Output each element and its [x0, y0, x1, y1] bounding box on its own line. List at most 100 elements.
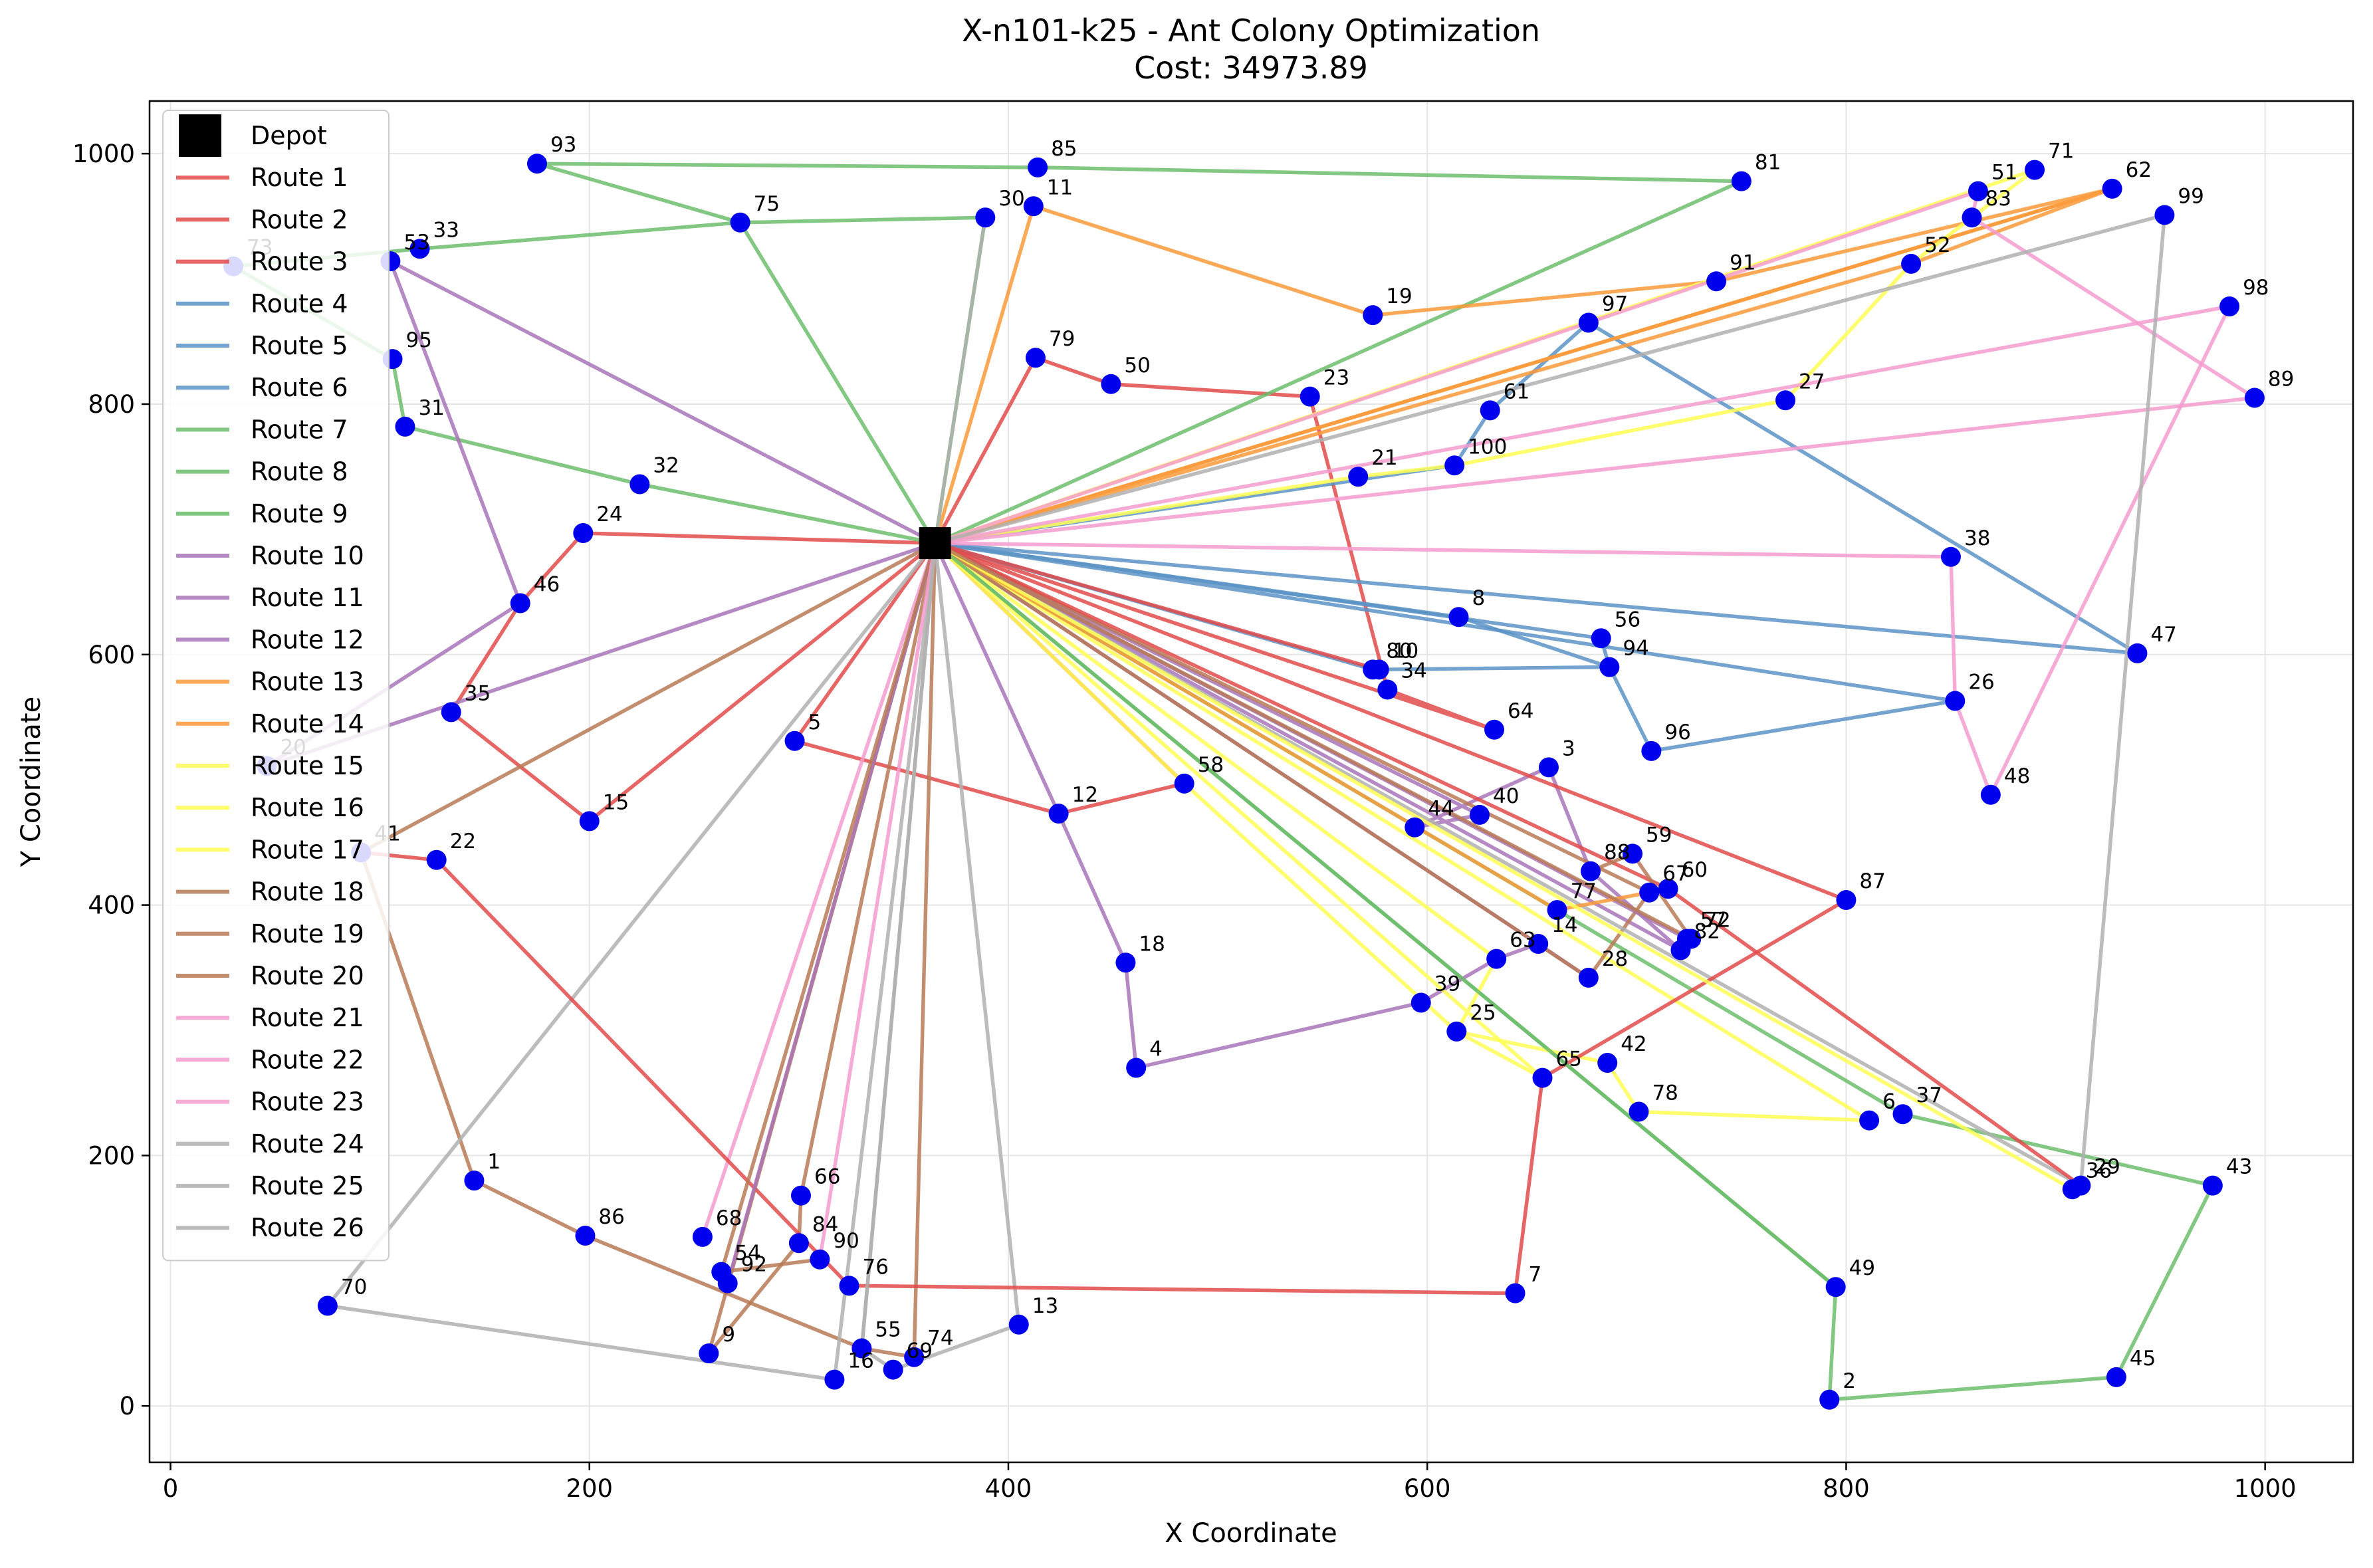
customer-node-80 — [1363, 659, 1383, 680]
customer-node-label: 97 — [1602, 292, 1628, 316]
customer-node-14 — [1528, 933, 1549, 954]
customer-node-label: 38 — [1964, 526, 1990, 550]
customer-node-label: 32 — [653, 454, 679, 478]
customer-node-92 — [717, 1273, 738, 1293]
customer-node-21 — [1348, 467, 1369, 487]
customer-node-label: 36 — [2086, 1159, 2112, 1182]
customer-node-46 — [510, 593, 530, 614]
customer-node-67 — [1639, 882, 1660, 903]
customer-node-label: 87 — [1859, 869, 1885, 893]
customer-node-label: 37 — [1916, 1083, 1942, 1107]
customer-node-12 — [1048, 804, 1069, 824]
route-line-5 — [933, 541, 1958, 753]
customer-node-24 — [573, 523, 594, 544]
customer-node-label: 63 — [1510, 929, 1535, 952]
customer-node-label: 60 — [1682, 858, 1708, 882]
y-tick-label: 0 — [119, 1392, 135, 1420]
customer-node-61 — [1480, 400, 1500, 421]
customer-node-76 — [839, 1276, 859, 1296]
y-tick-label: 600 — [88, 641, 135, 669]
legend-label-route-13: Route 13 — [251, 667, 364, 697]
axis-ticks: 0 200 400 600 800 1000 0 200 400 600 800 1000 — [72, 140, 2297, 1503]
customer-node-98 — [2219, 296, 2240, 316]
customer-node-label: 6 — [1882, 1090, 1896, 1114]
customer-node-label: 92 — [741, 1253, 767, 1277]
customer-node-label: 7 — [1529, 1263, 1542, 1287]
customer-node-82 — [1670, 940, 1691, 960]
customer-node-97 — [1578, 312, 1599, 333]
customer-node-label: 53 — [403, 231, 429, 255]
legend-label-route-26: Route 26 — [251, 1213, 364, 1242]
customer-node-30 — [975, 207, 996, 228]
customer-node-label: 51 — [1991, 161, 2017, 185]
customer-node-label: 62 — [2126, 158, 2152, 182]
customer-node-68 — [692, 1226, 713, 1247]
customer-node-label: 28 — [1602, 947, 1628, 971]
customer-node-37 — [1892, 1104, 1913, 1125]
customer-node-label: 88 — [1604, 841, 1630, 865]
customer-node-58 — [1174, 773, 1194, 794]
customer-node-label: 30 — [998, 187, 1024, 211]
customer-node-label: 86 — [598, 1205, 624, 1229]
customer-node-70 — [317, 1295, 338, 1316]
customer-node-13 — [1008, 1314, 1029, 1335]
legend-label-route-21: Route 21 — [251, 1003, 364, 1032]
customer-node-label: 26 — [1968, 670, 1994, 694]
customer-node-label: 55 — [875, 1318, 901, 1342]
chart-title: X-n101-k25 - Ant Colony Optimization — [962, 13, 1540, 49]
legend-label-route-12: Route 12 — [251, 625, 364, 654]
customer-node-60 — [1658, 879, 1678, 899]
customer-node-49 — [1825, 1277, 1846, 1297]
customer-node-48 — [1980, 784, 2001, 805]
legend-label-route-23: Route 23 — [251, 1087, 364, 1117]
customer-node-label: 48 — [2004, 764, 2030, 788]
customer-node-label: 35 — [465, 681, 491, 705]
legend-label-route-1: Route 1 — [251, 163, 348, 192]
customer-node-55 — [851, 1338, 872, 1359]
customer-node-81 — [1731, 171, 1752, 191]
customer-node-label: 39 — [1434, 972, 1460, 996]
customer-node-label: 94 — [1623, 637, 1648, 661]
customer-node-label: 54 — [734, 1242, 760, 1266]
y-tick-label: 200 — [88, 1141, 135, 1170]
customer-node-36 — [2062, 1179, 2083, 1200]
customer-node-label: 9 — [722, 1323, 735, 1347]
legend-label-route-18: Route 18 — [251, 877, 364, 907]
customer-node-9 — [699, 1343, 719, 1364]
customer-node-7 — [1505, 1283, 1526, 1303]
customer-node-99 — [2154, 205, 2175, 225]
plot-area: 1234567891011121314151618192021222324252… — [148, 100, 2354, 1464]
customer-node-label: 13 — [1032, 1294, 1058, 1318]
legend-label-route-16: Route 16 — [251, 793, 364, 822]
legend-label-route-19: Route 19 — [251, 919, 364, 949]
customer-node-label: 29 — [2094, 1155, 2120, 1179]
customer-node-label: 70 — [341, 1275, 367, 1299]
customer-node-label: 14 — [1551, 913, 1577, 937]
legend-label-route-24: Route 24 — [251, 1129, 364, 1159]
customer-node-71 — [2025, 160, 2045, 180]
customer-node-42 — [1597, 1052, 1618, 1073]
legend-label-route-22: Route 22 — [251, 1045, 364, 1074]
customer-node-label: 74 — [927, 1327, 953, 1351]
legend: Depot Route 1 Route 2 Route 3 Route 4 Route 5… — [162, 110, 390, 1262]
customer-node-label: 1 — [487, 1150, 501, 1174]
customer-node-label: 67 — [1662, 862, 1688, 886]
customer-node-52 — [1901, 253, 1922, 274]
customer-node-label: 46 — [534, 573, 560, 597]
customer-node-label: 72 — [1704, 908, 1730, 932]
customer-node-94 — [1599, 657, 1620, 677]
customer-node-34 — [1377, 679, 1398, 700]
customer-node-96 — [1641, 740, 1662, 761]
customer-node-label: 100 — [1468, 435, 1507, 459]
customer-node-15 — [579, 811, 600, 832]
customer-node-43 — [2202, 1175, 2223, 1196]
customer-node-35 — [441, 702, 461, 723]
customer-node-32 — [629, 474, 650, 495]
plot-frame — [148, 100, 2354, 1464]
customer-node-6 — [1859, 1110, 1880, 1131]
route-line-2 — [449, 531, 937, 824]
y-tick-label: 1000 — [72, 140, 135, 168]
customer-node-label: 15 — [603, 790, 629, 814]
legend-label-route-20: Route 20 — [251, 961, 364, 990]
customer-node-label: 31 — [418, 396, 444, 420]
